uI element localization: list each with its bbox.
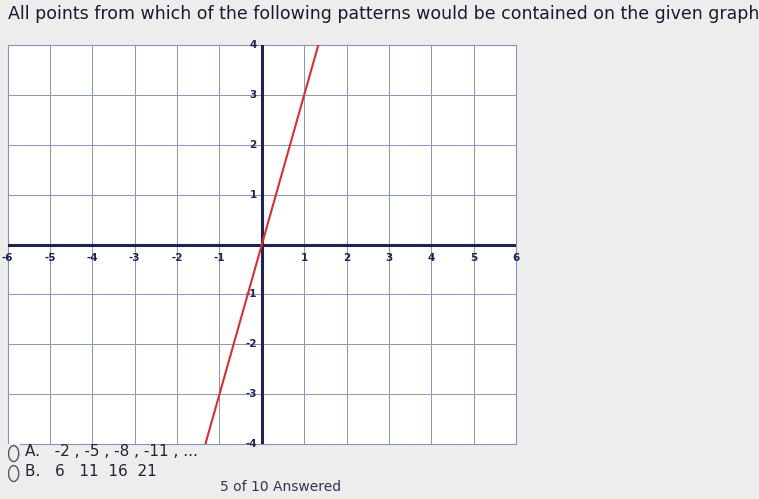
Text: 4: 4 [250,40,257,50]
Text: -6: -6 [2,253,14,263]
Text: 1: 1 [250,190,257,200]
Text: 3: 3 [386,253,392,263]
Text: 5: 5 [470,253,477,263]
Text: -1: -1 [214,253,225,263]
Text: -4: -4 [245,439,257,449]
Text: 3: 3 [250,90,257,100]
Text: -5: -5 [44,253,55,263]
Text: 2: 2 [250,140,257,150]
Text: 5 of 10 Answered: 5 of 10 Answered [220,480,342,494]
Text: -4: -4 [87,253,98,263]
Text: 2: 2 [343,253,350,263]
Text: A.   -2 , -5 , -8 , -11 , ...: A. -2 , -5 , -8 , -11 , ... [25,444,198,459]
Text: -1: -1 [245,289,257,299]
Text: -2: -2 [172,253,183,263]
Text: -2: -2 [245,339,257,349]
Text: B.   6   11  16  21: B. 6 11 16 21 [25,464,157,479]
Text: -3: -3 [129,253,140,263]
Text: All points from which of the following patterns would be contained on the given : All points from which of the following p… [8,5,759,23]
Text: 6: 6 [512,253,520,263]
Text: 1: 1 [301,253,308,263]
Text: -3: -3 [245,389,257,399]
Text: 4: 4 [427,253,435,263]
